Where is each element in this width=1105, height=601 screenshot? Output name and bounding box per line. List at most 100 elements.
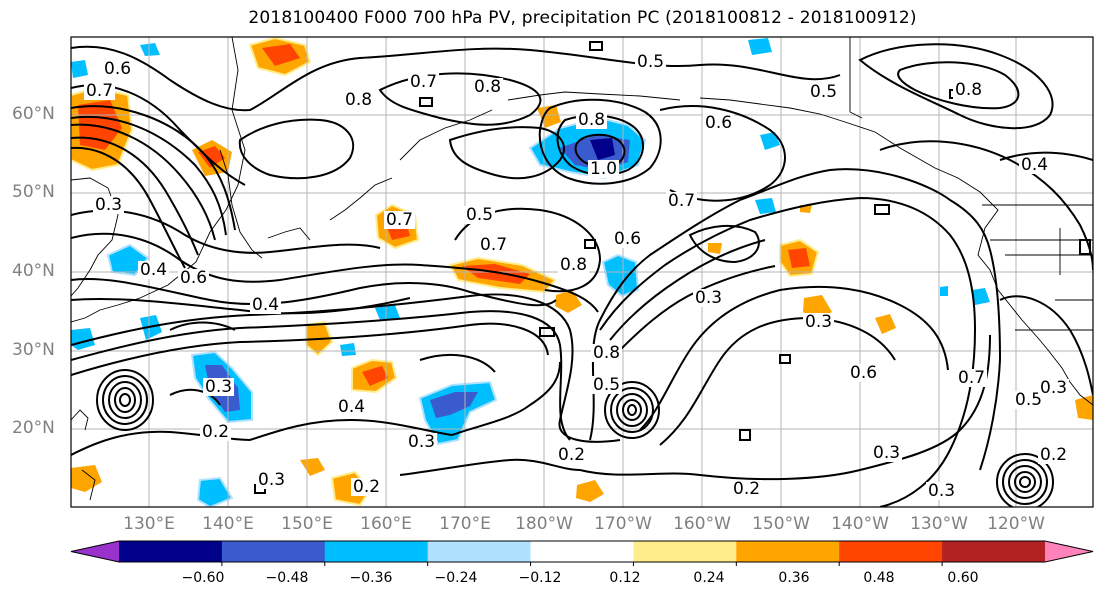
colorbar-tick-label: −0.12 — [518, 570, 562, 586]
pv-label: 0.7 — [668, 191, 695, 211]
lon-label-180w: 180°W — [515, 514, 573, 534]
pv-label: 0.3 — [258, 470, 285, 490]
lon-label-170e: 170°E — [439, 514, 491, 534]
lon-label-150w: 150°W — [752, 514, 810, 534]
pv-label-halo — [408, 73, 440, 91]
lon-label-150e: 150°E — [281, 514, 333, 534]
pv-label: 0.3 — [695, 288, 722, 308]
colorbar-tick-label: −0.48 — [265, 570, 309, 586]
colorbar-segment — [633, 541, 737, 562]
pv-label-halo — [464, 206, 496, 224]
figure-title: 2018100400 F000 700 hPa PV, precipitatio… — [248, 8, 917, 28]
pv-label: 0.8 — [474, 77, 501, 97]
pv-label-halo — [703, 114, 735, 132]
pv-label-halo — [588, 160, 620, 178]
colorbar-tick-label: −0.24 — [434, 570, 478, 586]
pv-label-halo — [871, 444, 903, 462]
pv-label: 0.5 — [810, 82, 837, 102]
pv-contours — [71, 43, 1093, 507]
pv-label-halo — [351, 478, 383, 496]
cyclone-contours-central — [604, 381, 660, 439]
pv-label-halo — [1019, 156, 1051, 174]
pv-label: 0.8 — [593, 343, 620, 363]
pv-label-halo — [84, 82, 116, 100]
pv-label: 0.7 — [386, 210, 413, 230]
pv-label: 0.7 — [480, 235, 507, 255]
pv-label: 0.2 — [558, 445, 585, 465]
pv-label-halo — [178, 269, 210, 287]
pv-label: 0.2 — [1040, 445, 1067, 465]
cyclone-contours-west — [96, 369, 154, 431]
pv-label-halo — [93, 196, 125, 214]
pv-label-halo — [478, 236, 510, 254]
pv-label: 0.3 — [1040, 378, 1067, 398]
pv-label: 0.5 — [637, 52, 664, 72]
pv-label-halo — [666, 192, 698, 210]
pv-label-halo — [558, 256, 590, 274]
pv-label: 0.3 — [205, 377, 232, 397]
pv-label-halo — [576, 111, 608, 129]
pv-label: 0.5 — [593, 375, 620, 395]
colorbar-segment — [839, 541, 943, 562]
colorbar-tick-label: 0.24 — [693, 570, 725, 586]
pv-label-halo — [406, 433, 438, 451]
pv-label: 0.2 — [353, 477, 380, 497]
pv-label-halo — [731, 480, 763, 498]
pv-label: 1.0 — [590, 159, 617, 179]
pv-label: 0.8 — [955, 80, 982, 100]
colorbar-extend-low — [71, 541, 119, 562]
pv-label: 0.5 — [1015, 390, 1042, 410]
pv-label-halo — [1038, 379, 1070, 397]
pv-label-halo — [138, 261, 170, 279]
pv-label-halo — [203, 378, 235, 396]
pv-label-halo — [384, 211, 416, 229]
pv-label-halo — [1038, 446, 1070, 464]
pv-label: 0.8 — [578, 110, 605, 130]
pv-label-halo — [808, 83, 840, 101]
lat-label-30n: 30°N — [12, 340, 55, 360]
lon-label-130e: 130°E — [123, 514, 175, 534]
coastlines — [71, 37, 1093, 501]
small-closed-contours — [254, 41, 1091, 494]
colorbar-tick-label: 0.36 — [778, 570, 810, 586]
pv-label: 0.3 — [805, 312, 832, 332]
pv-label-halo — [556, 446, 588, 464]
pv-label-halo — [1013, 391, 1045, 409]
colorbar-segment — [119, 541, 223, 562]
pv-label: 0.4 — [338, 397, 365, 417]
pv-label-halo — [635, 53, 667, 71]
pv-label: 0.4 — [140, 260, 167, 280]
pv-label: 0.7 — [410, 72, 437, 92]
map-frame — [70, 36, 1094, 508]
cyclone-contours-east — [996, 453, 1054, 507]
lon-label-120w: 120°W — [987, 514, 1045, 534]
pv-label: 0.8 — [345, 90, 372, 110]
pv-label: 0.3 — [408, 432, 435, 452]
pv-label-halo — [343, 91, 375, 109]
colorbar-segment — [221, 541, 326, 562]
pv-contour-labels: 0.6 0.7 0.8 0.8 0.7 0.8 0.5 0.6 0.8 0.5 … — [84, 52, 1070, 501]
pv-label-halo — [591, 376, 623, 394]
lon-label-170w: 170°W — [594, 514, 652, 534]
colorbar-tick-label: 0.60 — [947, 570, 979, 586]
pv-label: 0.6 — [705, 113, 732, 133]
pv-label: 0.6 — [850, 363, 877, 383]
pv-label-halo — [953, 81, 985, 99]
colorbar-tick-label: −0.36 — [349, 570, 393, 586]
colorbar-tick-label: 0.12 — [609, 570, 641, 586]
pv-label: 0.8 — [560, 255, 587, 275]
pv-label: 0.2 — [733, 479, 760, 499]
pv-label-halo — [256, 471, 288, 489]
pv-label: 0.6 — [180, 268, 207, 288]
colorbar-tick-label: 0.48 — [863, 570, 895, 586]
lat-label-20n: 20°N — [12, 418, 55, 438]
pv-label-halo — [926, 482, 958, 500]
lon-label-140e: 140°E — [202, 514, 254, 534]
colorbar-segment — [736, 541, 840, 562]
pv-label-halo — [803, 313, 835, 331]
pv-label: 0.5 — [466, 205, 493, 225]
lon-label-140w: 140°W — [831, 514, 889, 534]
lon-label-130w: 130°W — [910, 514, 968, 534]
pv-label: 0.7 — [86, 81, 113, 101]
lat-label-60n: 60°N — [12, 104, 55, 124]
